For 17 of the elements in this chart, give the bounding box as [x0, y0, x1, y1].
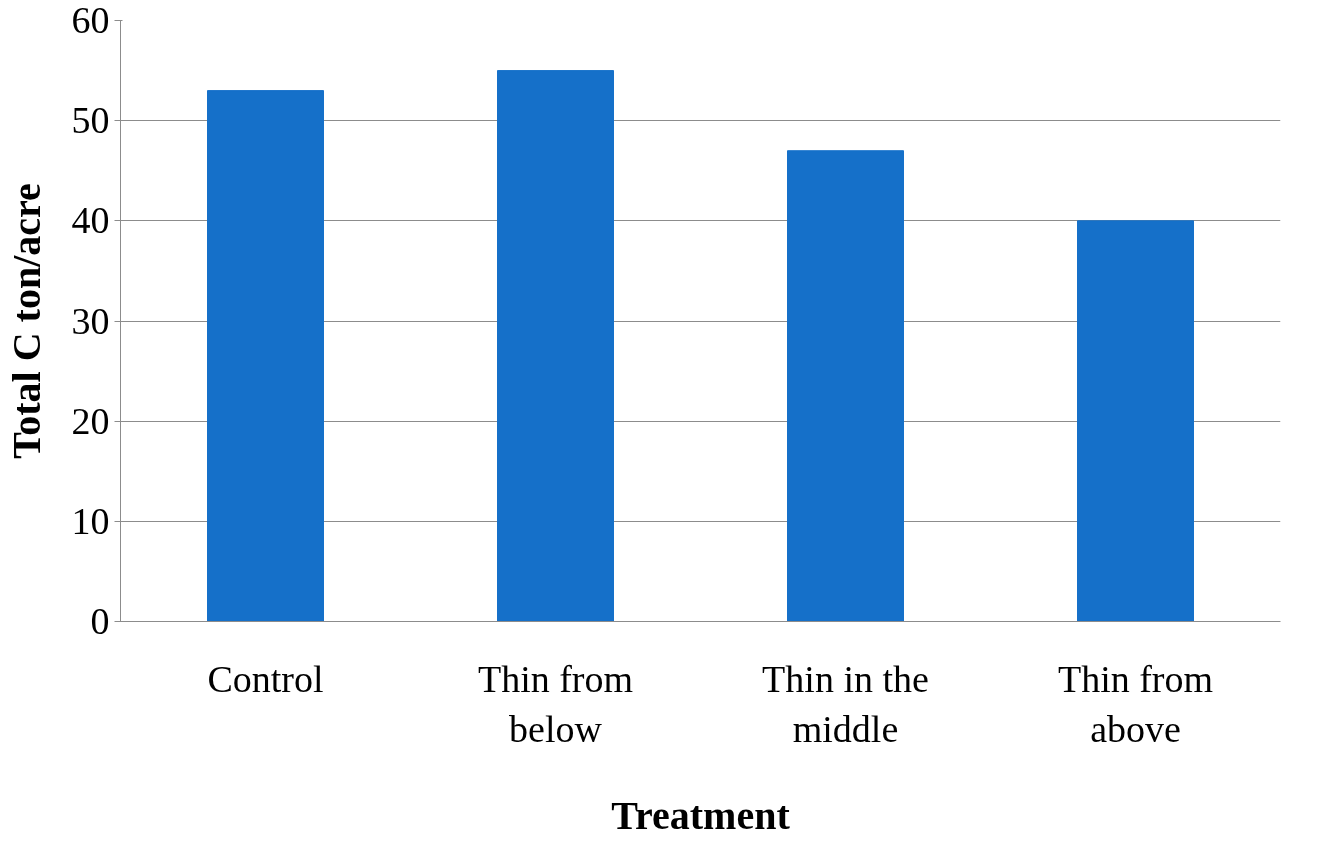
bar: [1077, 220, 1194, 622]
bar: [787, 150, 904, 622]
y-tick-label: 50: [71, 99, 110, 142]
bar: [497, 70, 614, 622]
bar: [207, 90, 324, 622]
x-tick-label: Thin from above: [1057, 657, 1214, 750]
y-tick-label: 60: [71, 0, 110, 41]
x-tick-label: Thin from below: [477, 657, 634, 750]
x-tick-label: Control: [207, 657, 324, 700]
y-tick-label: 20: [71, 399, 110, 442]
y-tick-label: 0: [90, 600, 110, 642]
x-axis-title: Treatment: [611, 792, 791, 838]
y-tick-label: 10: [71, 499, 110, 542]
x-tick-label: Thin in the middle: [762, 657, 929, 750]
y-tick-label: 30: [71, 299, 110, 342]
y-tick-label: 40: [71, 199, 110, 242]
y-axis-title: Total C ton/acre: [3, 183, 49, 459]
